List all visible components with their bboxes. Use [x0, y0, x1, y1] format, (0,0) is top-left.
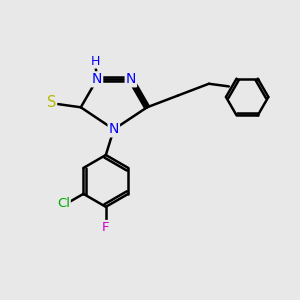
- Text: S: S: [47, 95, 56, 110]
- Text: H: H: [91, 55, 100, 68]
- Text: N: N: [92, 72, 102, 86]
- Text: N: N: [126, 72, 136, 86]
- Text: F: F: [102, 221, 110, 234]
- Text: N: N: [109, 122, 119, 136]
- Text: Cl: Cl: [57, 197, 70, 210]
